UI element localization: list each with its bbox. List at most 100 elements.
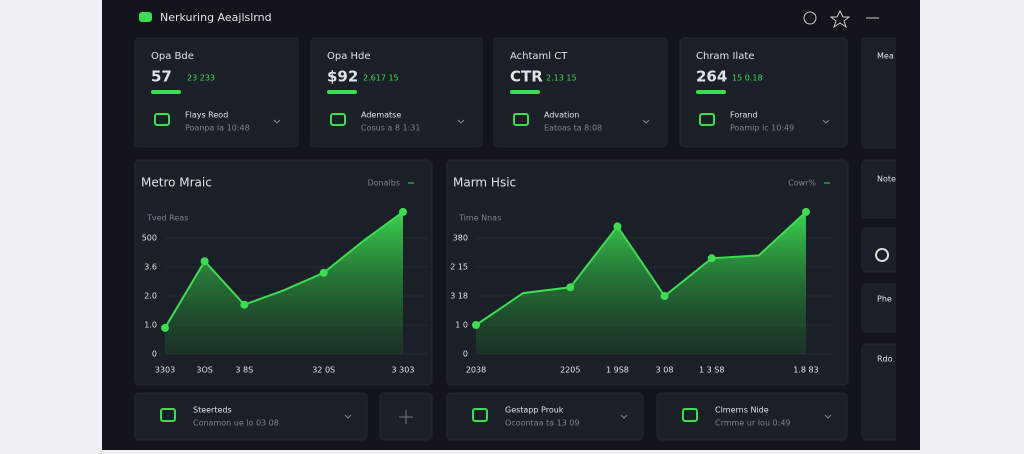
- y-tick-label: 3 18: [450, 292, 468, 301]
- y-tick-label: 2.0: [144, 292, 157, 301]
- icon[interactable]: [829, 9, 851, 29]
- plus-icon[interactable]: [399, 410, 413, 424]
- area: [165, 211, 403, 354]
- x-tick-label: 32 0S: [312, 366, 335, 375]
- side-icon: [875, 248, 890, 262]
- side-label: Note: [877, 175, 896, 184]
- card-icon: [330, 113, 346, 126]
- point: [319, 268, 328, 277]
- side-label: Mea: [877, 52, 894, 61]
- chevron[interactable]: [824, 414, 832, 419]
- card-sub: Cosus a 8 1:31: [361, 124, 420, 133]
- page-edge: [896, 0, 920, 450]
- card-label: Flays Reod: [185, 111, 228, 120]
- x-tick-label: 3 08: [656, 366, 674, 375]
- bottom-sub: Conamon ue lo 03 08: [193, 419, 279, 428]
- line: [475, 211, 807, 326]
- x-tick-label: 3 8S: [235, 366, 253, 375]
- card-value: CTR: [510, 68, 543, 86]
- card-delta: 2.617 15: [363, 74, 399, 83]
- card-title: Achtaml CT: [510, 51, 568, 62]
- card-icon: [472, 408, 488, 422]
- y-axis-label: Time Nnas: [458, 214, 501, 223]
- x-tick-label: 3OS: [196, 366, 212, 375]
- x-tick-label: 2038: [466, 366, 486, 375]
- x-tick-label: 1.8 83: [793, 366, 818, 375]
- bottom-title: Gestapp Prouk: [505, 406, 564, 415]
- chevron[interactable]: [642, 119, 650, 124]
- kpi-card: [310, 37, 483, 148]
- chevron[interactable]: [620, 414, 628, 419]
- chart-title: Metro Mraic: [141, 176, 212, 190]
- chevron[interactable]: [273, 119, 281, 124]
- card-sub: Poamip lc 10:49: [730, 124, 794, 133]
- point: [472, 321, 480, 329]
- point: [200, 257, 209, 266]
- card-icon: [154, 113, 170, 126]
- card-delta: 15 0.18: [732, 74, 763, 83]
- side-label: Phe: [877, 295, 892, 304]
- kpi-card: [679, 37, 848, 148]
- point: [566, 283, 575, 292]
- card-label: Forand: [730, 111, 758, 120]
- card-value: 264: [696, 68, 727, 86]
- progress: [510, 90, 540, 94]
- progress: [327, 90, 357, 94]
- card-label: Advation: [544, 111, 579, 120]
- card-title: Opa Bde: [151, 51, 194, 62]
- bottom-title: Steerteds: [193, 406, 232, 415]
- x-tick-label: 3303: [155, 366, 175, 375]
- x-tick-label: 3 303: [392, 366, 415, 375]
- card-delta: 2.13 15: [546, 74, 577, 83]
- bottom-sub: Crmme ur Iou 0:49: [715, 419, 791, 428]
- card-sub: Poanpa la 10:48: [185, 124, 250, 133]
- x-tick-label: 2205: [560, 366, 580, 375]
- point: [802, 207, 810, 216]
- chart-tag: Donalbs: [368, 179, 401, 188]
- chevron[interactable]: [457, 119, 465, 124]
- y-tick-label: 0: [152, 350, 157, 359]
- chart-tag: Cowr%: [788, 179, 816, 188]
- point: [660, 292, 669, 300]
- bottom-title: Clmerns Nide: [715, 406, 769, 415]
- point: [707, 254, 716, 263]
- side-label: Rdo: [877, 355, 893, 364]
- point: [240, 300, 249, 309]
- chart-title: Marm Hsic: [453, 176, 516, 190]
- progress: [151, 90, 181, 94]
- bottom-card: [446, 392, 644, 441]
- card-sub: Eatoas ta 8:08: [544, 124, 602, 133]
- progress: [696, 90, 726, 94]
- y-tick-label: 380: [453, 234, 468, 243]
- kpi-card: [134, 37, 299, 148]
- y-tick-label: 3.6: [144, 263, 157, 272]
- logo: [139, 12, 152, 22]
- bottom-card: [134, 392, 368, 441]
- y-tick-label: 1.0: [144, 321, 157, 330]
- card-icon: [513, 113, 529, 126]
- card-icon: [160, 408, 176, 422]
- card-title: Opa Hde: [327, 51, 371, 62]
- icon[interactable]: [803, 11, 817, 25]
- card-value: 57: [151, 68, 172, 86]
- card-title: Chram Ilate: [696, 51, 754, 62]
- card-label: Adematse: [361, 111, 401, 120]
- bottom-card: [656, 392, 848, 441]
- app-title: Nerkuring Aeajlslrnd: [160, 11, 272, 24]
- y-tick-label: 0: [463, 350, 468, 359]
- point: [613, 222, 622, 231]
- y-tick-label: 1 0: [455, 321, 468, 330]
- x-tick-label: 1 3 S8: [699, 366, 724, 375]
- chevron[interactable]: [344, 414, 352, 419]
- card-delta: 23 233: [187, 74, 215, 83]
- card-icon: [699, 113, 715, 126]
- y-tick-label: 500: [142, 234, 157, 243]
- x-tick-label: 1 9S8: [606, 366, 629, 375]
- chevron[interactable]: [822, 119, 830, 124]
- point: [161, 323, 169, 332]
- y-tick-label: 2 15: [450, 263, 468, 272]
- y-axis-label: Tved Reas: [146, 214, 188, 223]
- card-icon: [682, 408, 698, 422]
